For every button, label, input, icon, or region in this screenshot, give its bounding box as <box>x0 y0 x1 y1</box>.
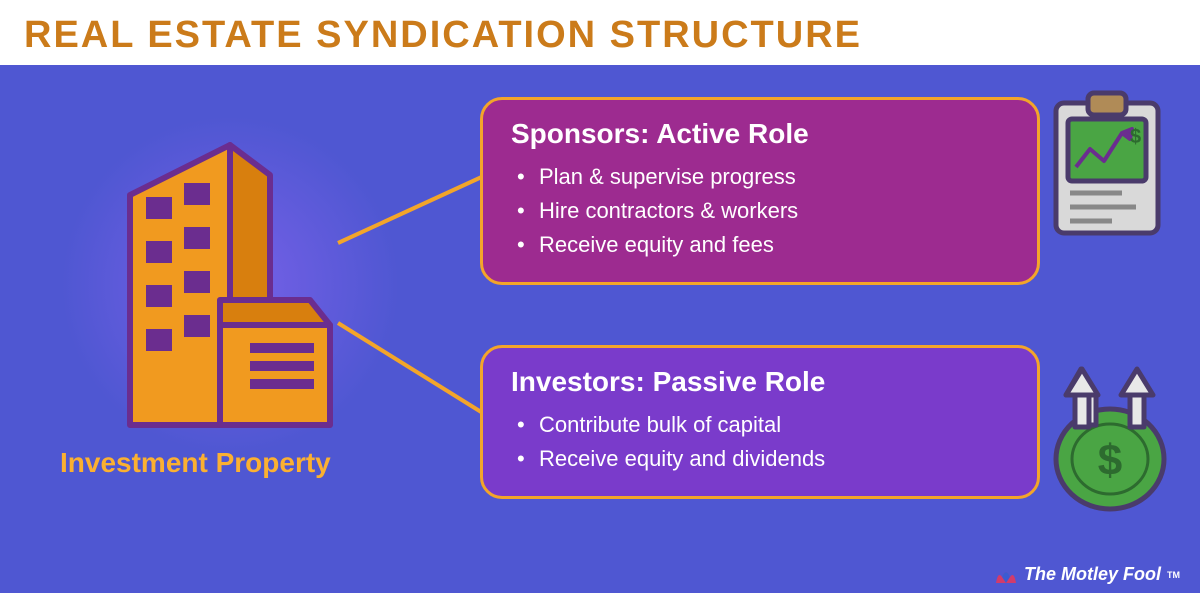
building-icon <box>110 125 360 450</box>
sponsors-item: Plan & supervise progress <box>517 160 1009 194</box>
svg-text:$: $ <box>1130 126 1141 148</box>
property-label: Investment Property <box>60 447 331 479</box>
investors-box: Investors: Passive Role Contribute bulk … <box>480 345 1040 499</box>
sponsors-title: Sponsors: Active Role <box>511 118 1009 150</box>
investors-title: Investors: Passive Role <box>511 366 1009 398</box>
investors-item: Receive equity and dividends <box>517 442 1009 476</box>
brand-logo: The Motley Fool TM <box>994 564 1180 585</box>
sponsors-item: Hire contractors & workers <box>517 194 1009 228</box>
clipboard-icon: $ <box>1048 89 1166 244</box>
stage: Investment Property Sponsors: Active Rol… <box>0 65 1200 593</box>
sponsors-list: Plan & supervise progress Hire contracto… <box>511 160 1009 262</box>
investors-item: Contribute bulk of capital <box>517 408 1009 442</box>
svg-text:$: $ <box>1098 436 1122 485</box>
main-title: REAL ESTATE SYNDICATION STRUCTURE <box>24 14 1176 57</box>
sponsors-box: Sponsors: Active Role Plan & supervise p… <box>480 97 1040 285</box>
investors-list: Contribute bulk of capital Receive equit… <box>511 408 1009 476</box>
jester-hat-icon <box>994 565 1018 585</box>
title-bar: REAL ESTATE SYNDICATION STRUCTURE <box>0 0 1200 65</box>
money-arrows-icon: $ <box>1040 359 1180 524</box>
sponsors-item: Receive equity and fees <box>517 228 1009 262</box>
brand-text: The Motley Fool <box>1024 564 1161 585</box>
brand-tm: TM <box>1167 570 1180 580</box>
